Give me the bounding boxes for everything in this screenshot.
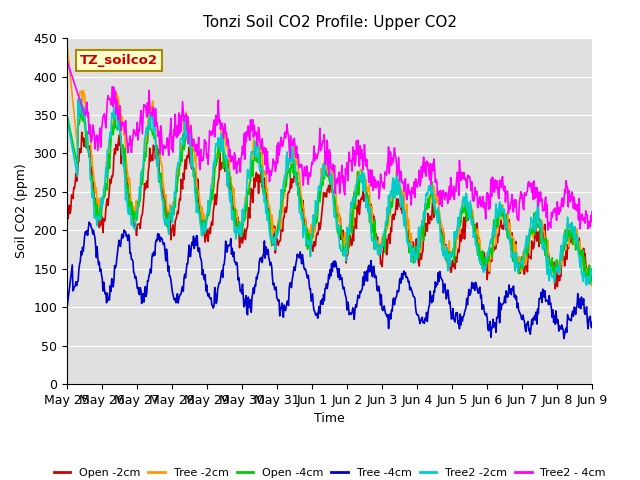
X-axis label: Time: Time (314, 412, 345, 425)
Y-axis label: Soil CO2 (ppm): Soil CO2 (ppm) (15, 164, 28, 258)
Title: Tonzi Soil CO2 Profile: Upper CO2: Tonzi Soil CO2 Profile: Upper CO2 (203, 15, 457, 30)
Text: TZ_soilco2: TZ_soilco2 (80, 54, 158, 67)
Legend: Open -2cm, Tree -2cm, Open -4cm, Tree -4cm, Tree2 -2cm, Tree2 - 4cm: Open -2cm, Tree -2cm, Open -4cm, Tree -4… (49, 463, 611, 480)
